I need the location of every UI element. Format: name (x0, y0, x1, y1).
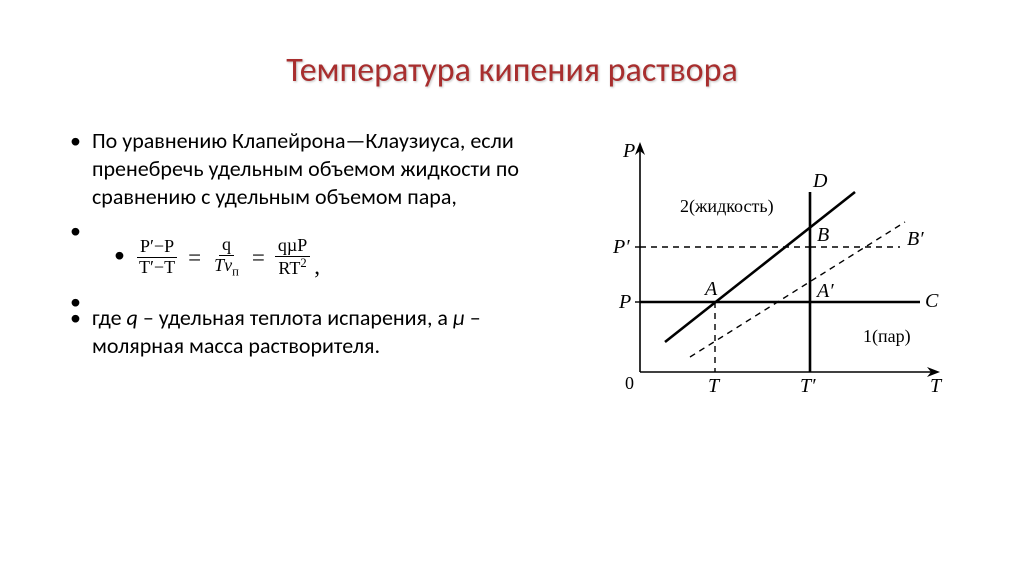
equals-2: = (252, 245, 265, 271)
content-area: По уравнению Клапейрона—Клаузиуса, если … (50, 127, 974, 417)
page-title: Температура кипения раствора (50, 50, 974, 91)
label-Tprime: T′ (800, 375, 816, 397)
equation: P′−P T′−T = q Tvп = qµP RT2 , (114, 235, 560, 279)
equation-frac2: q Tvп (211, 235, 242, 279)
label-D: D (812, 170, 828, 192)
frac3-num: qµP (275, 236, 310, 257)
bullet-intro: По уравнению Клапейрона—Клаузиуса, если … (70, 127, 560, 211)
frac1-den: T′−T (136, 258, 178, 278)
diagram-column: P T 0 P P′ T T′ A A′ B B′ C D 2(жидкость… (580, 127, 970, 417)
label-A: A (703, 278, 718, 300)
origin-label: 0 (625, 373, 634, 393)
label-vapor: 1(пар) (863, 326, 911, 347)
phase-diagram: P T 0 P P′ T T′ A A′ B B′ C D 2(жидкость… (595, 127, 955, 417)
equation-frac3: qµP RT2 (275, 236, 310, 279)
text-column: По уравнению Клапейрона—Клаузиуса, если … (50, 127, 560, 417)
bullet-spacer-1 (70, 217, 560, 227)
frac2-num: q (219, 235, 234, 256)
label-P: P (618, 291, 631, 313)
y-axis-label: P (622, 140, 635, 162)
frac3-den: RT2 (275, 257, 309, 279)
equation-trail: , (314, 254, 320, 280)
frac2-den: Tvп (211, 256, 242, 279)
frac1-num: P′−P (137, 237, 177, 258)
label-B: B (817, 224, 829, 246)
label-Pprime: P′ (612, 236, 630, 258)
equals-1: = (188, 245, 201, 271)
label-C: C (925, 290, 939, 312)
equation-frac1: P′−P T′−T (136, 237, 178, 278)
label-Bprime: B′ (907, 228, 924, 250)
label-Aprime: A′ (815, 280, 834, 302)
bullet-outro: где q – удельная теплота испарения, а µ … (70, 304, 560, 360)
x-axis-label: T (930, 375, 943, 397)
label-T: T (708, 375, 721, 397)
label-liquid: 2(жидкость) (680, 196, 774, 217)
bullet-spacer-2 (70, 288, 560, 298)
